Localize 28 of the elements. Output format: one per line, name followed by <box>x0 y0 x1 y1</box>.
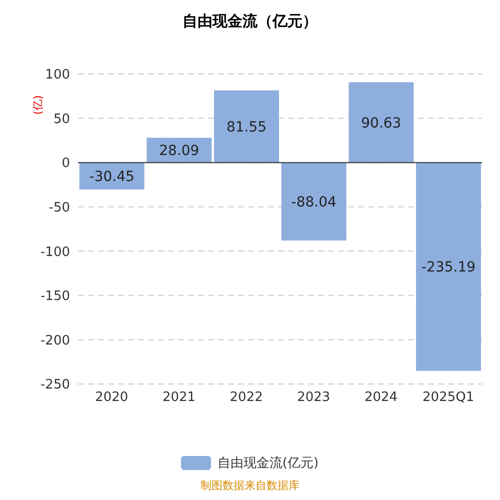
y-axis-title: (亿) <box>30 95 46 115</box>
x-tick-label: 2024 <box>364 390 398 406</box>
text: 制图数据来自数据库 <box>200 478 300 493</box>
y-tick-label: -150 <box>40 289 70 304</box>
data-label: 90.63 <box>361 115 402 132</box>
y-tick-label: 0 <box>62 156 70 172</box>
x-tick-label: 2020 <box>95 390 128 406</box>
bar <box>348 82 414 163</box>
bar <box>416 162 482 371</box>
x-tick-label: 2022 <box>230 390 263 406</box>
bar <box>281 162 346 241</box>
data-label: 28.09 <box>159 143 200 160</box>
data-label: -235.19 <box>421 260 476 276</box>
bar <box>214 90 280 163</box>
data-label: 81.55 <box>226 119 267 136</box>
data-label: -30.45 <box>89 169 134 186</box>
y-tick-label: 100 <box>45 68 70 83</box>
x-tick-label: 2021 <box>162 390 196 406</box>
x-tick-label: 2025Q1 <box>422 390 474 406</box>
x-tick-label: 2023 <box>297 390 330 406</box>
data-label: -88.04 <box>291 194 336 211</box>
legend-label: 自由现金流(亿元) <box>216 455 319 472</box>
y-tick-label: -250 <box>40 378 70 393</box>
y-tick-label: -50 <box>48 200 70 216</box>
y-tick-label: -100 <box>40 244 70 260</box>
chart-title: 自由现金流（亿元） <box>182 11 318 32</box>
y-tick-label: -200 <box>40 333 70 348</box>
y-tick-label: 50 <box>53 112 70 127</box>
